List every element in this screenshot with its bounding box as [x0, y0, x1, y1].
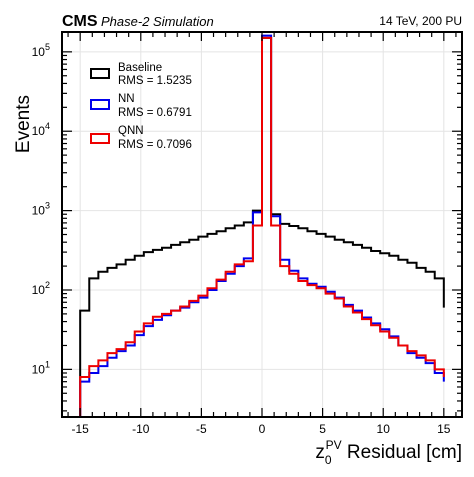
x-axis-title-suffix: Residual [cm]: [342, 442, 462, 463]
cms-label: CMS: [62, 13, 98, 30]
series-line-qnn: [79, 36, 445, 417]
y-tick-label: 102: [32, 280, 50, 297]
x-tick-label: 5: [319, 422, 326, 436]
legend-rms-qnn: RMS = 0.7096: [118, 139, 192, 151]
legend-label-baseline: Baseline: [118, 62, 162, 74]
x-axis-title: z0PV Residual [cm]: [315, 438, 462, 467]
legend-rms-nn: RMS = 0.6791: [118, 107, 192, 119]
x-tick-label: 10: [377, 422, 391, 436]
x-axis-title-superscript: PV: [326, 438, 342, 452]
x-axis-title-subscript: 0: [325, 453, 332, 467]
y-axis-title: Events: [13, 95, 34, 153]
simulation-label: Phase-2 Simulation: [101, 14, 214, 29]
legend-label-nn: NN: [118, 93, 135, 105]
x-tick-label: 0: [259, 422, 266, 436]
legend-rms-baseline: RMS = 1.5235: [118, 75, 192, 87]
y-tick-label: 104: [32, 121, 50, 138]
y-tick-label: 101: [32, 359, 50, 376]
y-tick-label: 103: [32, 201, 50, 218]
y-tick-label: 105: [32, 42, 50, 59]
legend: Baseline RMS = 1.5235 NN RMS = 0.6791 QN…: [90, 62, 192, 151]
legend-swatch-nn: [90, 99, 110, 110]
x-tick-label: -10: [132, 422, 150, 436]
energy-pileup-label: 14 TeV, 200 PU: [379, 14, 462, 28]
legend-swatch-qnn: [90, 133, 110, 144]
x-tick-label: 15: [437, 422, 451, 436]
x-tick-label: -15: [72, 422, 90, 436]
axes: -15 -10 -5 0 5 10 15 101 102 103 104 105: [32, 31, 463, 436]
x-axis-title-main: z: [315, 442, 325, 463]
grid-lines: [62, 32, 462, 417]
legend-label-qnn: QNN: [118, 125, 144, 137]
histogram-series: [79, 34, 445, 417]
legend-swatch-baseline: [90, 68, 110, 79]
x-tick-label: -5: [196, 422, 207, 436]
